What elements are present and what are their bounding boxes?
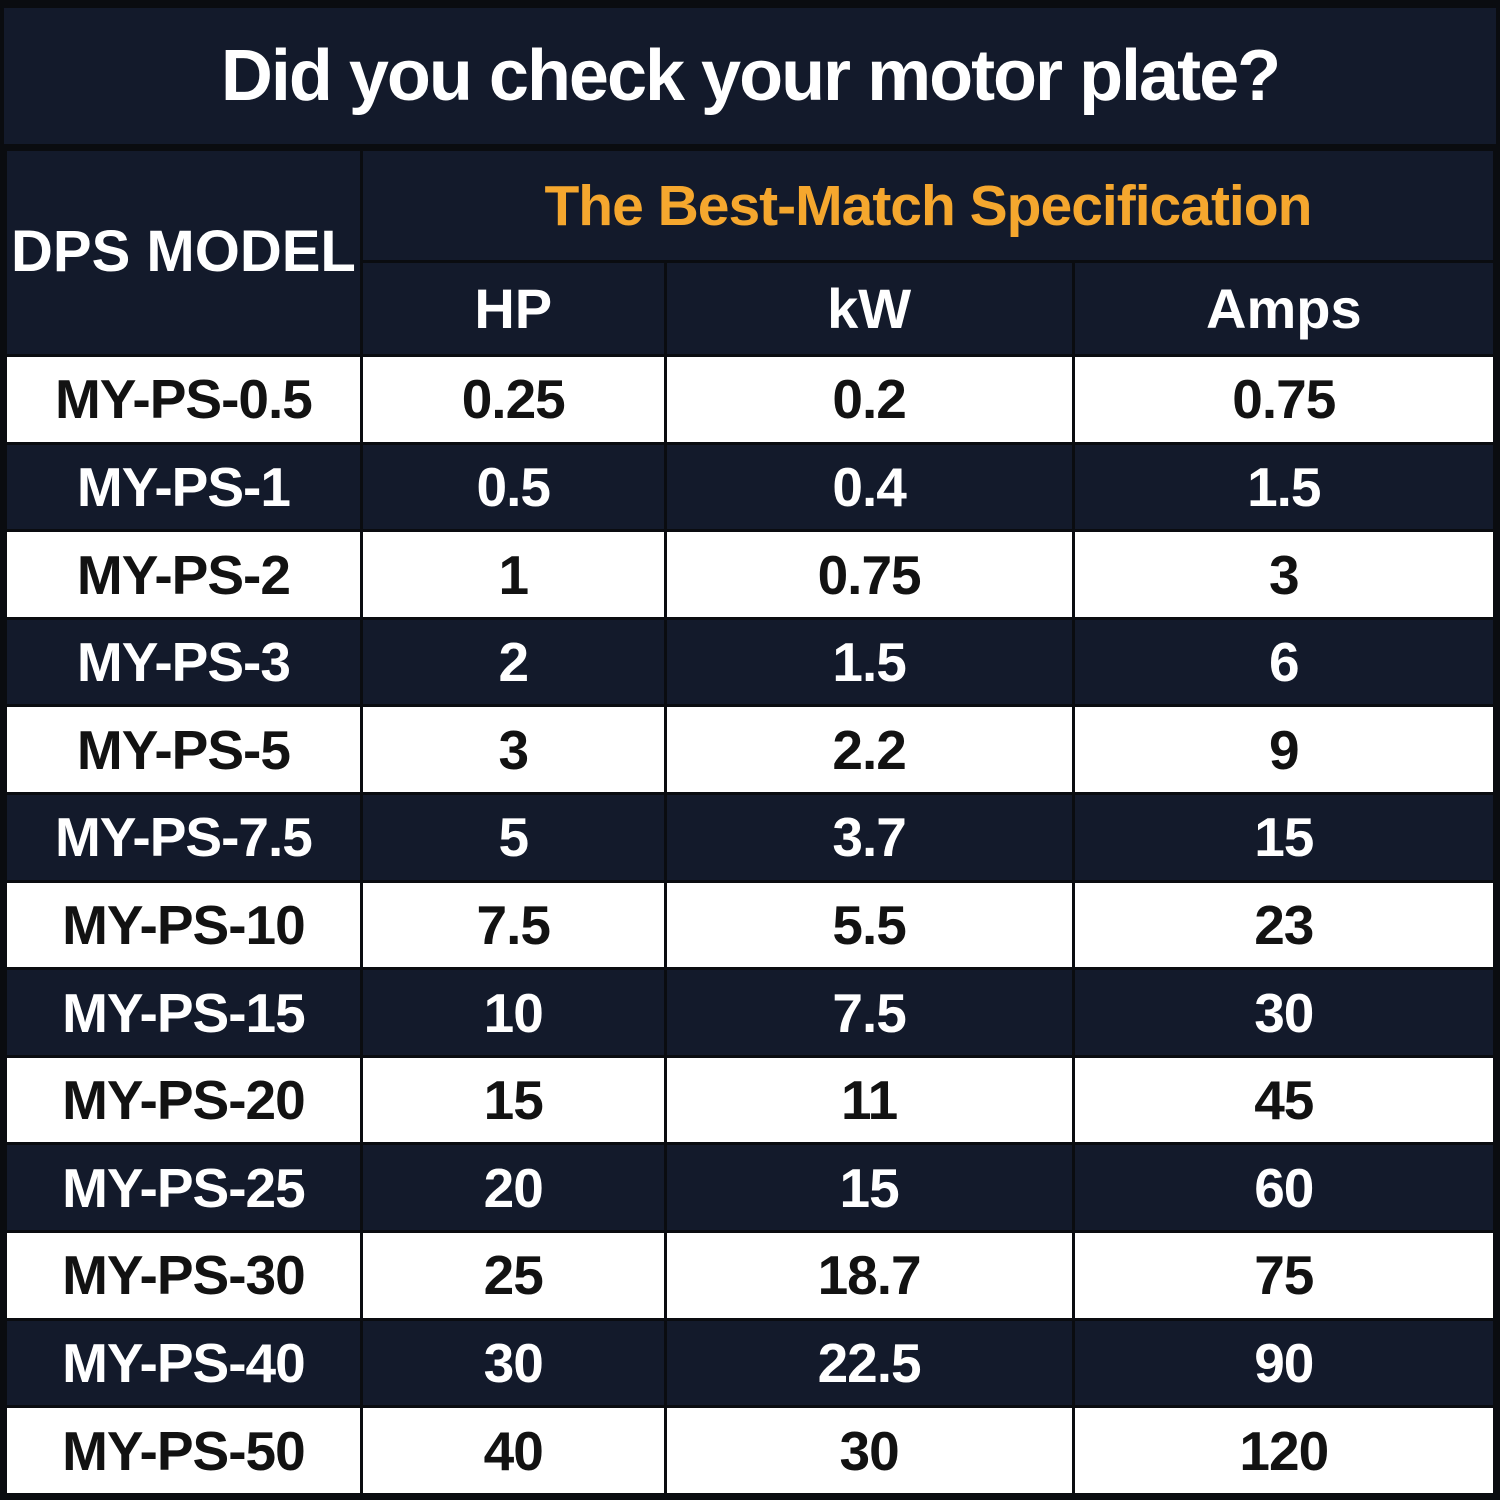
model-cell: MY-PS-0.5 bbox=[4, 354, 363, 445]
table-row: MY-PS-0.5 0.25 0.2 0.75 bbox=[4, 354, 1497, 445]
kw-cell: 5.5 bbox=[663, 879, 1075, 971]
amps-cell: 0.75 bbox=[1071, 354, 1497, 445]
spec-group-header: The Best-Match Specification bbox=[359, 148, 1497, 263]
hp-cell: 3 bbox=[359, 704, 667, 796]
table-row: MY-PS-7.5 5 3.7 15 bbox=[4, 792, 1497, 883]
model-cell: MY-PS-15 bbox=[4, 967, 363, 1058]
hp-cell: 5 bbox=[359, 792, 667, 883]
kw-cell: 1.5 bbox=[663, 616, 1075, 708]
hp-cell: 10 bbox=[359, 967, 667, 1058]
model-cell: MY-PS-3 bbox=[4, 616, 363, 708]
table-row: MY-PS-20 15 11 45 bbox=[4, 1054, 1497, 1146]
model-cell: MY-PS-2 bbox=[4, 529, 363, 620]
model-cell: MY-PS-40 bbox=[4, 1317, 363, 1409]
amps-cell: 75 bbox=[1071, 1230, 1497, 1321]
table-row: MY-PS-30 25 18.7 75 bbox=[4, 1230, 1497, 1321]
kw-cell: 11 bbox=[663, 1054, 1075, 1146]
spec-table: DPS MODEL The Best-Match Specification H… bbox=[4, 148, 1497, 1496]
table-row: MY-PS-10 7.5 5.5 23 bbox=[4, 879, 1497, 971]
model-column-header: DPS MODEL bbox=[4, 148, 363, 357]
model-cell: MY-PS-25 bbox=[4, 1142, 363, 1234]
title-banner: Did you check your motor plate? bbox=[4, 8, 1496, 148]
header-row-columns: HP kW Amps bbox=[6, 260, 1497, 357]
hp-cell: 7.5 bbox=[359, 879, 667, 971]
column-header-kw: kW bbox=[663, 260, 1075, 357]
model-cell: MY-PS-30 bbox=[4, 1230, 363, 1321]
hp-cell: 2 bbox=[359, 616, 667, 708]
kw-cell: 30 bbox=[663, 1405, 1075, 1496]
kw-cell: 0.4 bbox=[663, 441, 1075, 533]
hp-cell: 1 bbox=[359, 529, 667, 620]
amps-cell: 23 bbox=[1071, 879, 1497, 971]
model-cell: MY-PS-7.5 bbox=[4, 792, 363, 883]
amps-cell: 30 bbox=[1071, 967, 1497, 1058]
amps-cell: 6 bbox=[1071, 616, 1497, 708]
amps-cell: 90 bbox=[1071, 1317, 1497, 1409]
model-cell: MY-PS-50 bbox=[4, 1405, 363, 1496]
hp-cell: 40 bbox=[359, 1405, 667, 1496]
hp-cell: 0.5 bbox=[359, 441, 667, 533]
table-row: MY-PS-1 0.5 0.4 1.5 bbox=[4, 441, 1497, 533]
amps-cell: 1.5 bbox=[1071, 441, 1497, 533]
model-cell: MY-PS-5 bbox=[4, 704, 363, 796]
table-row: MY-PS-40 30 22.5 90 bbox=[4, 1317, 1497, 1409]
table-row: MY-PS-15 10 7.5 30 bbox=[4, 967, 1497, 1058]
column-header-hp: HP bbox=[359, 260, 667, 357]
kw-cell: 0.2 bbox=[663, 354, 1075, 445]
hp-cell: 0.25 bbox=[359, 354, 667, 445]
kw-cell: 18.7 bbox=[663, 1230, 1075, 1321]
model-cell: MY-PS-1 bbox=[4, 441, 363, 533]
kw-cell: 15 bbox=[663, 1142, 1075, 1234]
header-row-group: DPS MODEL The Best-Match Specification bbox=[4, 148, 1497, 357]
poster-title: Did you check your motor plate? bbox=[220, 36, 1281, 116]
spec-table-header: DPS MODEL The Best-Match Specification H… bbox=[4, 148, 1497, 357]
hp-cell: 25 bbox=[359, 1230, 667, 1321]
amps-cell: 15 bbox=[1071, 792, 1497, 883]
model-cell: MY-PS-10 bbox=[4, 879, 363, 971]
amps-cell: 45 bbox=[1071, 1054, 1497, 1146]
hp-cell: 20 bbox=[359, 1142, 667, 1234]
kw-cell: 22.5 bbox=[663, 1317, 1075, 1409]
amps-cell: 3 bbox=[1071, 529, 1497, 620]
table-row: MY-PS-3 2 1.5 6 bbox=[4, 616, 1497, 708]
hp-cell: 15 bbox=[359, 1054, 667, 1146]
amps-cell: 60 bbox=[1071, 1142, 1497, 1234]
table-row: MY-PS-2 1 0.75 3 bbox=[4, 529, 1497, 620]
kw-cell: 0.75 bbox=[663, 529, 1075, 620]
kw-cell: 2.2 bbox=[663, 704, 1075, 796]
table-row: MY-PS-25 20 15 60 bbox=[4, 1142, 1497, 1234]
spec-table-body: MY-PS-0.5 0.25 0.2 0.75 MY-PS-1 0.5 0.4 1.5 MY-P… bbox=[4, 354, 1497, 1496]
hp-cell: 30 bbox=[359, 1317, 667, 1409]
kw-cell: 3.7 bbox=[663, 792, 1075, 883]
table-row: MY-PS-5 3 2.2 9 bbox=[4, 704, 1497, 796]
amps-cell: 9 bbox=[1071, 704, 1497, 796]
table-row: MY-PS-50 40 30 120 bbox=[4, 1405, 1497, 1496]
column-header-amps: Amps bbox=[1071, 260, 1497, 357]
kw-cell: 7.5 bbox=[663, 967, 1075, 1058]
amps-cell: 120 bbox=[1071, 1405, 1497, 1496]
model-cell: MY-PS-20 bbox=[4, 1054, 363, 1146]
